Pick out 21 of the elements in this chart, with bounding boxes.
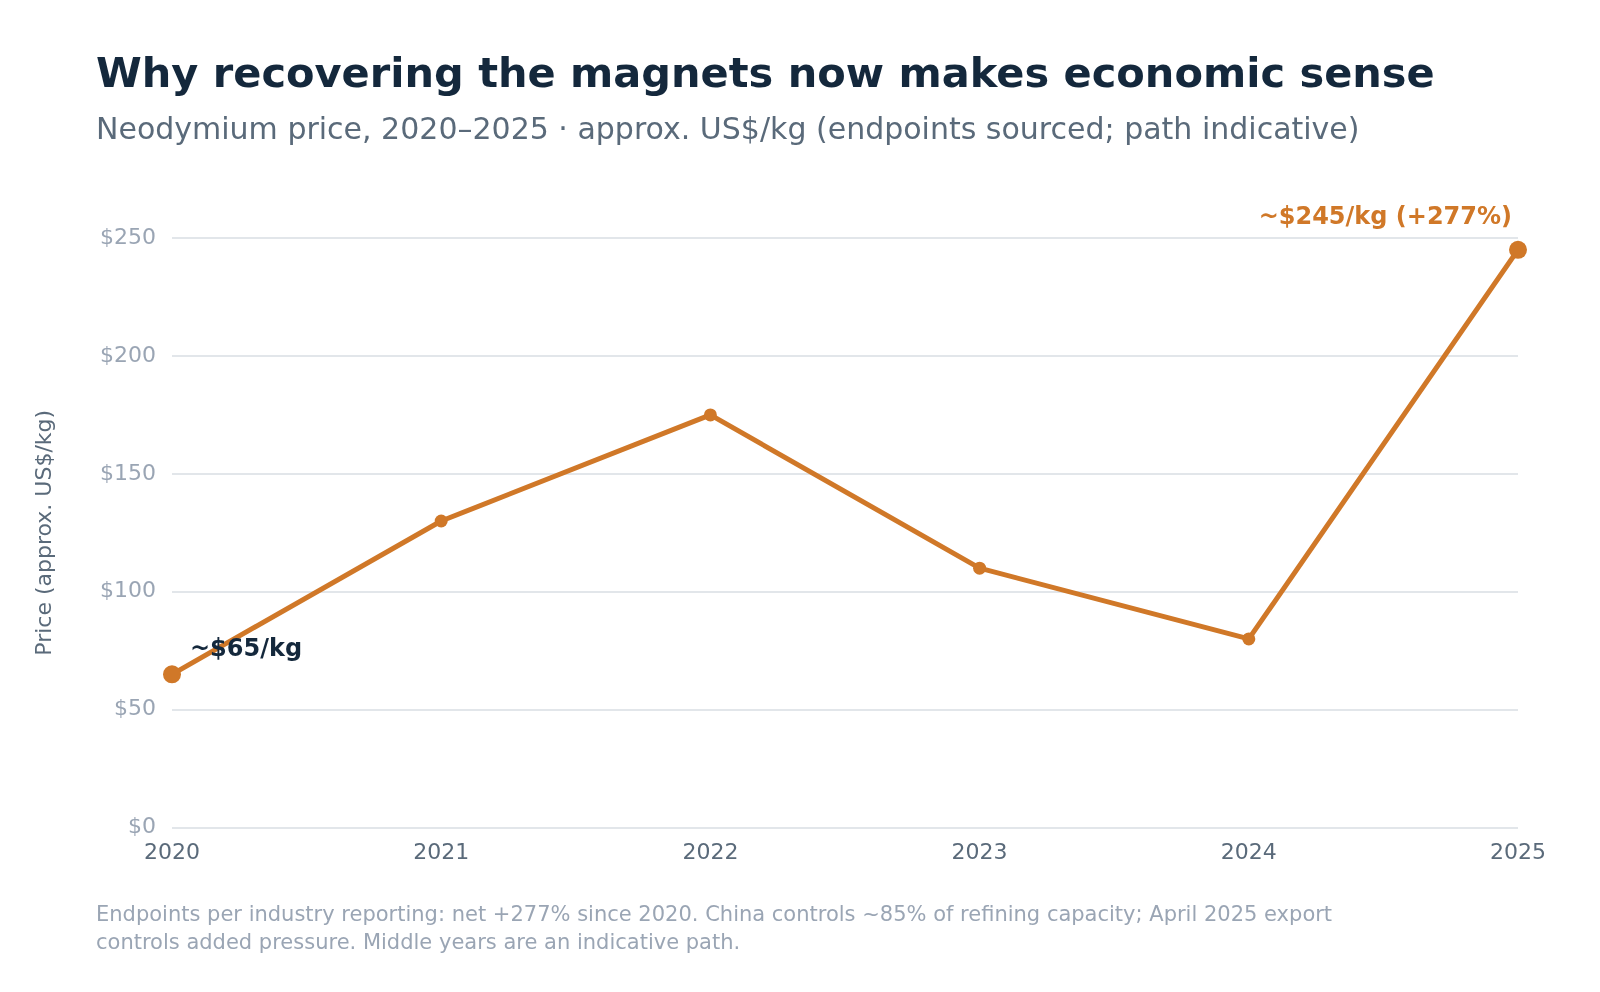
y-tick-label: $50 <box>114 695 156 721</box>
point <box>434 514 448 528</box>
y-tick-label: $150 <box>100 459 156 485</box>
x-tick-label: 2024 <box>1220 838 1277 864</box>
x-tick-label: 2021 <box>413 838 470 864</box>
y-tick-label: $200 <box>100 341 156 367</box>
x-tick-label: 2025 <box>1490 838 1546 864</box>
x-tick-label: 2022 <box>682 838 739 864</box>
y-tick-label: $250 <box>100 223 156 249</box>
chart-subtitle: Neodymium price, 2020–2025 · approx. US$/kg (endpoints sourced; path indicative) <box>96 111 1360 146</box>
y-tick-label: $0 <box>128 813 156 839</box>
point <box>703 408 717 422</box>
point <box>973 561 987 575</box>
x-tick-label: 2023 <box>951 838 1008 864</box>
chart-title: Why recovering the magnets now makes economic sense <box>96 48 1435 97</box>
annotation: ~$245/kg (+277%) <box>1258 201 1512 230</box>
point <box>1242 632 1256 646</box>
text: Endpoints per industry reporting: net +277% since 2020. China controls ~85% of refining capacity; April 2025 export controls added pressure. Middle years are an indicative path. <box>96 901 1334 956</box>
x-tick-label: 2020 <box>144 838 200 864</box>
y-axis-title: Price (approx. US$/kg) <box>30 409 56 656</box>
y-tick-label: $100 <box>100 577 156 603</box>
